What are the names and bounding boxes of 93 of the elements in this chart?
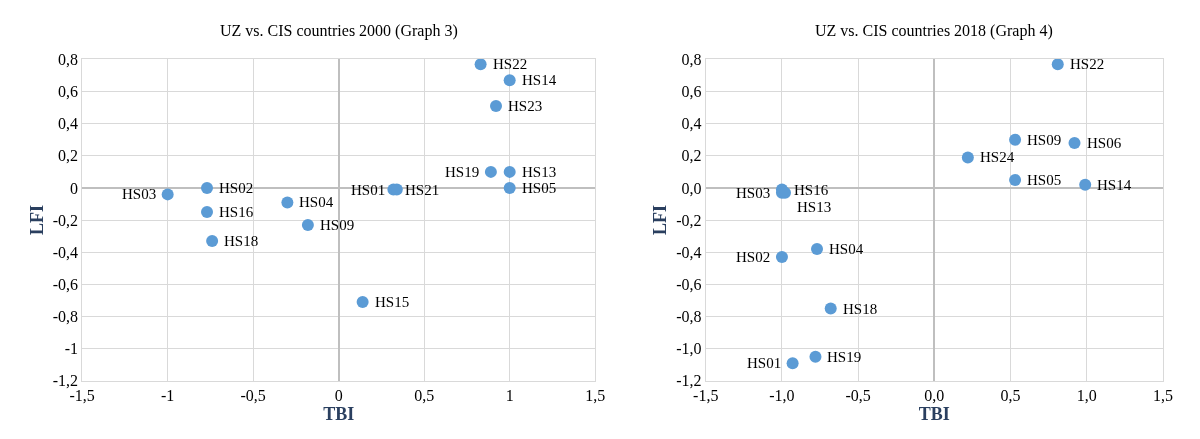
point — [503, 74, 516, 87]
annotation: HS06 — [1087, 135, 1122, 151]
y-tick-label: -1,2 — [676, 372, 702, 390]
x-tick-label: -1,5 — [693, 387, 719, 405]
point — [1079, 178, 1092, 191]
y-tick-label: 0,2 — [681, 147, 702, 165]
annotation: HS09 — [320, 217, 355, 233]
annotation: HS16 — [794, 182, 829, 198]
annotation: HS03 — [736, 185, 771, 201]
annotation: HS04 — [299, 194, 334, 210]
point — [811, 243, 823, 256]
annotation: HS14 — [1097, 177, 1132, 193]
annotation: HS05 — [1027, 172, 1062, 188]
x-axis-title: TBI — [323, 404, 355, 425]
point — [809, 350, 822, 363]
y-tick-label: 0,6 — [57, 83, 78, 101]
y-tick-label: 0,0 — [681, 179, 702, 197]
y-tick-label: 0,4 — [57, 115, 78, 133]
x-tick-label: 0,5 — [1000, 387, 1021, 405]
y-axis-title: LFI — [26, 205, 47, 236]
y-tick-label: -0,6 — [52, 276, 78, 293]
point — [786, 357, 799, 370]
y-tick-label: -0,2 — [676, 211, 702, 229]
x-tick-label: -1,5 — [69, 387, 95, 405]
y-tick-label: -0,2 — [52, 211, 78, 229]
y-tick-label: 0,8 — [681, 50, 702, 68]
annotation: HS18 — [843, 301, 878, 317]
annotation: HS02 — [219, 180, 254, 196]
point — [961, 151, 974, 164]
x-axis-title: TBI — [918, 404, 950, 425]
annotation: HS14 — [522, 72, 557, 88]
chart-title: UZ vs. CIS countries 2000 (Graph 3) — [220, 22, 458, 40]
annotation: HS22 — [1070, 56, 1105, 72]
chart-title: UZ vs. CIS countries 2018 (Graph 4) — [815, 22, 1053, 40]
y-tick-label: -1,0 — [676, 340, 702, 358]
x-tick-label: 0,5 — [414, 387, 435, 405]
annotation: HS13 — [797, 199, 832, 215]
point — [503, 165, 516, 178]
y-tick-label: 0 — [69, 179, 78, 197]
annotation: HS02 — [736, 249, 771, 265]
y-tick-label: -0,6 — [676, 276, 702, 293]
y-tick-label: -1,2 — [52, 372, 78, 390]
point — [503, 181, 516, 194]
annotation: HS01 — [747, 355, 782, 371]
y-tick-label: -0,4 — [52, 243, 78, 261]
annotation: HS22 — [493, 56, 528, 72]
y-tick-label: 0,2 — [57, 147, 78, 165]
y-tick-label: 0,8 — [57, 50, 78, 68]
point — [775, 251, 788, 264]
point — [201, 181, 214, 194]
x-tick-label: 1,5 — [1152, 387, 1173, 405]
x-tick-label: 0,0 — [924, 387, 945, 405]
point — [281, 196, 294, 209]
point — [161, 188, 174, 201]
annotation: HS23 — [508, 98, 543, 114]
point — [1009, 173, 1022, 186]
x-tick-label: -0,5 — [845, 387, 871, 405]
annotation: HS04 — [829, 241, 864, 257]
annotation: HS19 — [445, 164, 480, 180]
y-axis-title: LFI — [650, 205, 671, 236]
point — [356, 296, 369, 309]
annotation: HS21 — [405, 182, 440, 198]
annotation: HS16 — [219, 204, 254, 220]
x-tick-label: 1,5 — [585, 387, 606, 405]
y-tick-label: -0,4 — [676, 243, 702, 261]
x-tick-label: 0 — [334, 387, 343, 405]
annotation: HS18 — [224, 233, 259, 249]
y-tick-label: 0,4 — [681, 115, 702, 133]
point — [1009, 133, 1022, 146]
x-tick-label: 1 — [505, 387, 514, 405]
y-tick-label: -0,8 — [676, 308, 702, 326]
y-tick-label: 0,6 — [681, 83, 702, 101]
annotation: HS03 — [122, 186, 157, 202]
annotation: HS24 — [980, 149, 1015, 165]
annotation: HS09 — [1027, 132, 1062, 148]
x-tick-label: -0,5 — [240, 387, 266, 405]
point — [1068, 136, 1081, 149]
annotation: HS01 — [351, 182, 386, 198]
x-tick-label: 1,0 — [1076, 387, 1097, 405]
annotation: HS19 — [827, 349, 862, 365]
x-tick-label: -1,0 — [769, 387, 795, 405]
x-tick-label: -1 — [161, 387, 175, 405]
annotation: HS05 — [522, 180, 557, 196]
y-tick-label: -0,8 — [52, 308, 78, 326]
point — [490, 99, 502, 112]
point — [201, 206, 214, 219]
point — [484, 165, 497, 178]
point — [206, 235, 219, 247]
y-tick-label: -1 — [64, 340, 78, 358]
annotation: HS15 — [375, 294, 410, 310]
annotation: HS13 — [522, 164, 557, 180]
point — [301, 218, 314, 231]
point — [824, 302, 837, 315]
